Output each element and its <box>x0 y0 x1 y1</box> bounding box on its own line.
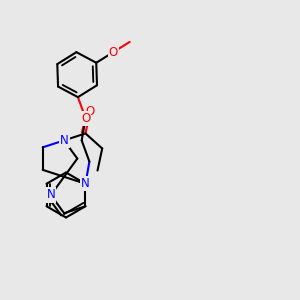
Text: O: O <box>81 112 90 125</box>
Text: O: O <box>85 105 95 118</box>
Text: N: N <box>46 188 55 202</box>
Text: N: N <box>60 134 68 147</box>
Text: O: O <box>109 46 118 59</box>
Text: N: N <box>81 177 90 190</box>
